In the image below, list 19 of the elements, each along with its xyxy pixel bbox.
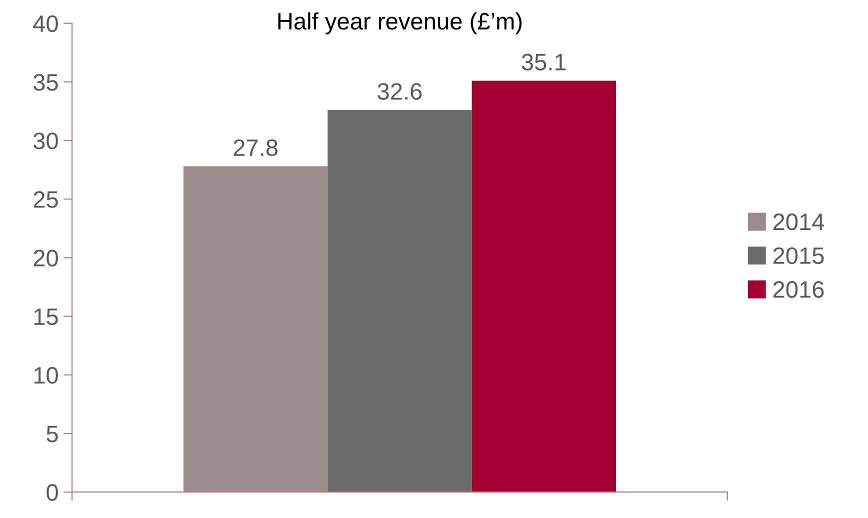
legend-label: 2014 <box>773 214 824 230</box>
chart-title: Half year revenue (£’m) <box>278 12 522 34</box>
legend-label: 2015 <box>773 247 824 264</box>
data-label: 32.6 <box>378 83 422 100</box>
y-tick-label: 20 <box>34 250 58 266</box>
y-tick-label: 25 <box>34 191 58 208</box>
y-tick-label: 15 <box>34 308 58 326</box>
y-tick-label: 0 <box>46 484 58 501</box>
y-tick-label: 40 <box>33 15 58 32</box>
y-tick-label: 5 <box>46 426 58 442</box>
y-tick-label: 10 <box>34 366 58 384</box>
y-tick-label: 35 <box>33 74 58 91</box>
legend-label: 2016 <box>773 281 824 298</box>
bar <box>472 80 616 492</box>
bar <box>183 166 328 492</box>
y-tick-label: 30 <box>33 132 58 150</box>
bar <box>328 110 472 492</box>
data-label: 27.8 <box>234 139 278 156</box>
data-label: 35.1 <box>522 54 566 71</box>
